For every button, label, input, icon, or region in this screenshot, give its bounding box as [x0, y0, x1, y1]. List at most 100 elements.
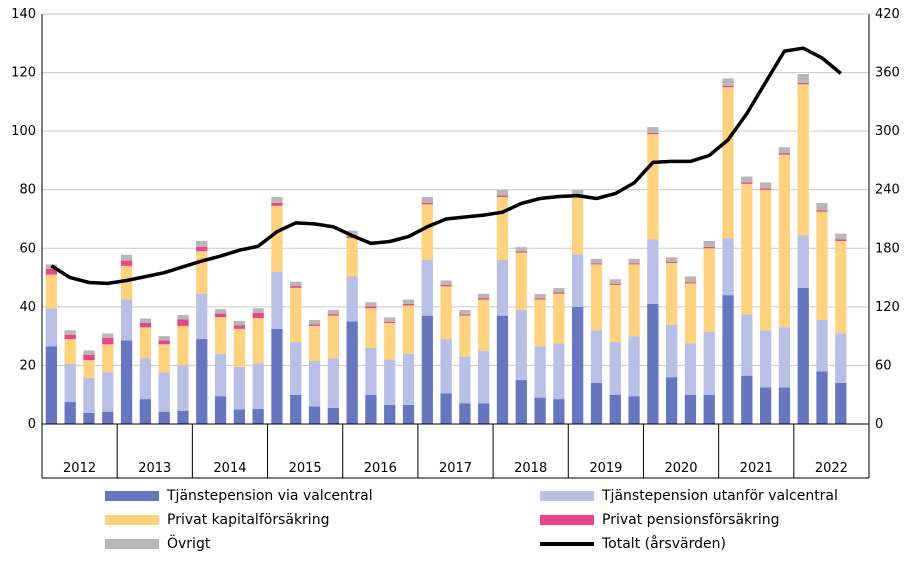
bar-segment-s0-42	[835, 383, 847, 424]
bar-segment-s0-27	[553, 399, 565, 424]
legend-item-privat-pensionsforsakring: Privat pensionsförsäkring	[540, 512, 780, 528]
bar-segment-s2-4	[120, 265, 133, 300]
legend-swatch-line	[540, 542, 594, 546]
bar-segment-s2-15	[327, 315, 339, 359]
bar-segment-s4-28	[572, 190, 584, 196]
bar-segment-s2-0	[45, 274, 58, 309]
bar-segment-s4-42	[835, 233, 847, 240]
bar-segment-s3-27	[553, 292, 565, 294]
bar-segment-s0-4	[120, 340, 133, 424]
bar-segment-s2-19	[402, 305, 415, 354]
bar-segment-s0-21	[440, 393, 452, 424]
x-year-label-2022: 2022	[815, 461, 848, 476]
line-totalt	[50, 46, 842, 286]
bar-segment-s0-1	[64, 402, 76, 424]
bar-segment-s3-10	[233, 325, 245, 329]
bar-segment-s1-28	[572, 254, 584, 307]
chart: 0 20 40 60 80 100 120 140 0 60 120 180 240 300 360 420 2…	[11, 7, 900, 479]
bar-segment-s1-0	[45, 308, 58, 347]
bar-segment-s3-39	[778, 153, 791, 155]
bar-segment-s4-14	[308, 320, 321, 325]
bar-segment-s1-26	[534, 346, 546, 398]
bar-segment-s2-21	[440, 286, 452, 340]
bar-segment-s3-2	[83, 354, 95, 361]
bar-segment-s4-20	[421, 197, 433, 203]
bar-segment-s0-34	[684, 394, 697, 424]
bar-segment-s2-18	[384, 322, 396, 360]
bar-segment-s4-16	[346, 230, 358, 237]
bar-segment-s2-25	[515, 252, 527, 310]
bar-segment-s3-6	[158, 340, 170, 345]
bar-segment-s0-28	[572, 306, 584, 424]
bar-segment-s3-24	[496, 195, 509, 198]
bar-segment-s4-5	[139, 318, 152, 323]
bar-segment-s0-25	[515, 380, 527, 424]
bar-segment-s2-42	[835, 240, 847, 334]
bar-segment-s3-20	[421, 202, 433, 205]
bar-segment-s0-6	[158, 411, 170, 424]
y-left-tick-label: 140	[11, 7, 36, 22]
bar-segment-s1-4	[120, 299, 133, 341]
bar-segment-s1-3	[102, 372, 114, 412]
bar-segment-s0-11	[252, 408, 264, 424]
bar-segment-s3-14	[308, 324, 321, 326]
bar-segment-s4-8	[196, 240, 208, 247]
bar-segment-s0-30	[609, 394, 621, 424]
bar-segment-s3-3	[102, 337, 114, 345]
bar-segment-s0-7	[177, 410, 189, 424]
bar-segment-s4-36	[722, 78, 734, 86]
bar-segment-s2-29	[590, 264, 603, 331]
y-right-tick-label: 420	[875, 7, 900, 22]
bar-segment-s2-14	[308, 325, 321, 362]
bar-segment-s0-9	[214, 396, 227, 424]
y-left-tick-label: 0	[28, 417, 36, 432]
bar-segment-s4-11	[252, 308, 264, 313]
bar-segment-s3-8	[196, 246, 208, 252]
bar-segment-s4-27	[553, 288, 565, 293]
bar-segment-s2-20	[421, 204, 433, 260]
bar-segment-s4-3	[102, 333, 114, 338]
bar-segment-s2-41	[816, 211, 828, 321]
bar-segment-s2-13	[290, 287, 302, 342]
bar-segment-s2-3	[102, 344, 114, 373]
bar-segment-s1-8	[196, 293, 208, 340]
bar-segment-s2-27	[553, 293, 565, 344]
x-year-label-2019: 2019	[589, 461, 622, 476]
legend-item-tjanstepension-utanfor-valcentral: Tjänstepension utanför valcentral	[540, 488, 838, 504]
bar-segment-s3-5	[139, 322, 152, 328]
bar-segment-s3-29	[590, 263, 603, 265]
legend-label-0: Tjänstepension via valcentral	[167, 488, 373, 504]
bar-segment-s1-34	[684, 343, 697, 395]
bar-segment-s4-13	[290, 281, 302, 287]
bar-segment-s0-19	[402, 404, 415, 424]
bar-segment-s1-10	[233, 366, 245, 410]
y-right-tick-label: 120	[875, 300, 900, 315]
bar-segment-s2-7	[177, 325, 189, 366]
bar-segment-s1-23	[478, 350, 490, 404]
bar-segment-s1-40	[797, 235, 809, 288]
bar-segment-s1-1	[64, 363, 76, 403]
bar-segment-s2-30	[609, 284, 621, 342]
bar-segment-s2-28	[572, 197, 584, 255]
y-right-tick-label: 300	[875, 124, 900, 139]
bar-segment-s3-38	[759, 188, 772, 190]
bar-segment-s3-31	[628, 263, 640, 265]
bar-segment-s2-39	[778, 154, 791, 328]
bar-segment-s3-30	[609, 283, 621, 285]
bar-segment-s2-36	[722, 87, 734, 239]
bar-segment-s1-5	[139, 358, 152, 400]
bar-segment-s2-37	[741, 183, 753, 315]
bar-segment-s1-25	[515, 309, 527, 381]
bar-segment-s4-21	[440, 280, 452, 285]
bar-segment-s0-2	[83, 412, 95, 424]
bar-segment-s3-22	[459, 314, 471, 316]
bar-segment-s1-24	[496, 260, 509, 316]
bar-segment-s0-41	[816, 371, 828, 424]
bar-segment-s4-2	[83, 350, 95, 355]
bar-segment-s1-2	[83, 377, 95, 413]
x-year-label-2012: 2012	[63, 461, 96, 476]
bar-segment-s0-16	[346, 321, 358, 424]
bar-segment-s1-41	[816, 320, 828, 372]
bar-segment-s1-14	[308, 361, 321, 407]
bar-segment-s2-34	[684, 283, 697, 344]
